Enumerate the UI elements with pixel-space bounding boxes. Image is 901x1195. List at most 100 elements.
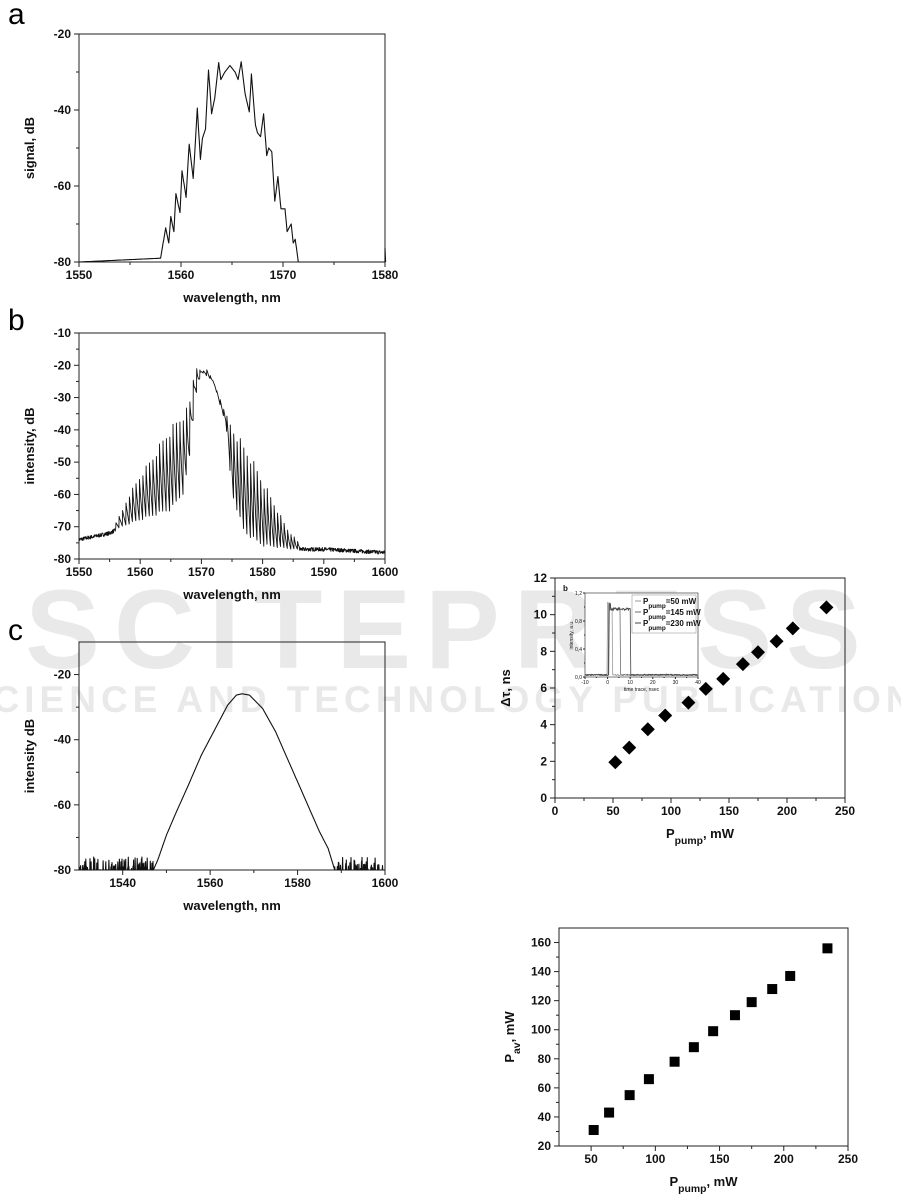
y-tick-label: 80 <box>538 1052 552 1066</box>
y-tick-label: 40 <box>538 1110 552 1124</box>
x-tick-label: 250 <box>835 804 855 818</box>
y-tick-label: -20 <box>54 358 72 372</box>
x-axis-label-main: P <box>666 826 675 841</box>
y-axis-label-main: P <box>502 1054 517 1063</box>
x-tick-label: 100 <box>661 804 681 818</box>
data-point-diamond <box>735 657 750 672</box>
x-axis-label: wavelength, nm <box>182 290 281 305</box>
data-point-diamond <box>640 722 655 737</box>
data-point-square <box>669 1056 680 1067</box>
y-tick-label: 100 <box>531 1023 551 1037</box>
spectrum-line <box>78 61 387 263</box>
y-tick-label: -80 <box>54 255 72 269</box>
x-tick-label: 100 <box>645 1152 665 1166</box>
x-tick-label: 1560 <box>197 876 224 890</box>
x-tick-label: 1540 <box>109 876 136 890</box>
legend-entry: Ppump=145 mW <box>643 608 701 621</box>
y-axis-label: Δτ, ns <box>498 669 513 707</box>
x-axis-label-main: P <box>669 1174 678 1189</box>
data-point-square <box>729 1010 740 1021</box>
y-tick-label: -20 <box>54 668 72 682</box>
x-tick-label: 1560 <box>168 268 195 282</box>
y-tick-label: 0,0 <box>575 675 582 681</box>
y-tick-label: -40 <box>54 103 72 117</box>
x-tick-label: 1570 <box>270 268 297 282</box>
y-tick-label: 60 <box>538 1081 552 1095</box>
panel-label: a <box>8 0 25 31</box>
x-axis-label: wavelength, nm <box>182 587 281 602</box>
spectrum-line <box>78 368 386 555</box>
y-tick-label: 8 <box>540 644 547 658</box>
x-tick-label: 1580 <box>284 876 311 890</box>
legend-main: P <box>643 597 649 606</box>
inset-chart: -10 0 10 20 30 40 0,0 0,4 0,8 1,2 b time trace, nse… <box>563 584 701 693</box>
x-tick-label: 0 <box>552 804 559 818</box>
y-tick-label: -20 <box>54 27 72 41</box>
x-tick-label: 1580 <box>372 268 399 282</box>
y-tick-label: -70 <box>54 520 72 534</box>
inset-y-axis-label: intensity, a.u. <box>569 620 575 649</box>
y-axis-label: Pav, mW <box>502 1011 523 1063</box>
x-tick-label: 150 <box>719 804 739 818</box>
data-point-square <box>624 1090 635 1101</box>
x-tick-label: -10 <box>581 680 588 686</box>
y-tick-label: -80 <box>54 863 72 877</box>
plot-frame <box>558 927 849 1147</box>
y-tick-label: -80 <box>54 552 72 566</box>
data-point-square <box>588 1125 599 1136</box>
data-point-diamond <box>819 600 834 615</box>
data-point-diamond <box>785 621 800 636</box>
x-axis-label: wavelength, nm <box>182 898 281 913</box>
data-point-square <box>643 1074 654 1085</box>
y-tick-label: -40 <box>54 733 72 747</box>
plot-frame <box>78 641 386 871</box>
legend-sub: pump <box>648 614 665 621</box>
legend-sub: pump <box>648 625 665 632</box>
legend-main: P <box>643 608 649 617</box>
x-axis-label-rest: , mW <box>706 1174 738 1189</box>
y-axis-label: signal, dB <box>22 117 37 179</box>
y-tick-label: 10 <box>534 608 548 622</box>
legend-main: P <box>643 619 649 628</box>
watermark: SCITEPRESS SCIENCE AND TECHNOLOGY PUBLIC… <box>0 567 901 720</box>
x-tick-label: 200 <box>774 1152 794 1166</box>
x-tick-label: 1550 <box>66 268 93 282</box>
inset-panel-label: b <box>563 584 568 593</box>
x-tick-label: 1570 <box>188 565 215 579</box>
x-tick-label: 0 <box>606 680 609 686</box>
x-tick-label: 10 <box>627 680 633 686</box>
x-tick-label: 1580 <box>249 565 276 579</box>
watermark-main: SCITEPRESS <box>25 567 875 692</box>
y-axis-label: intensity, dB <box>22 407 37 484</box>
y-tick-label: 0,8 <box>575 619 582 625</box>
data-point-diamond <box>622 740 637 755</box>
x-axis-label: Ppump, mW <box>666 826 735 847</box>
x-axis-label-sub: pump <box>678 1184 706 1195</box>
legend-rest: =50 mW <box>666 597 697 606</box>
y-tick-label: 0,4 <box>575 647 582 653</box>
plot-frame <box>78 332 386 560</box>
data-point-square <box>767 984 778 995</box>
data-point-diamond <box>608 755 623 770</box>
y-tick-label: -60 <box>54 798 72 812</box>
data-point-square <box>785 970 796 981</box>
legend-entry: Ppump=230 mW <box>643 619 701 632</box>
y-tick-label: -60 <box>54 487 72 501</box>
spectrum-line <box>78 693 386 871</box>
y-tick-label: -30 <box>54 391 72 405</box>
legend-entry: Ppump=50 mW <box>643 597 697 610</box>
legend-sub: pump <box>648 603 665 610</box>
y-tick-label: -60 <box>54 179 72 193</box>
data-point-diamond <box>751 645 765 660</box>
data-point-square <box>688 1042 699 1053</box>
x-tick-label: 50 <box>584 1152 598 1166</box>
data-point-square <box>604 1107 615 1118</box>
data-point-diamond <box>769 634 784 649</box>
x-axis-label-sub: pump <box>675 836 703 847</box>
data-point-square <box>746 997 757 1008</box>
y-tick-label: 120 <box>531 994 551 1008</box>
y-tick-label: 2 <box>540 754 547 768</box>
